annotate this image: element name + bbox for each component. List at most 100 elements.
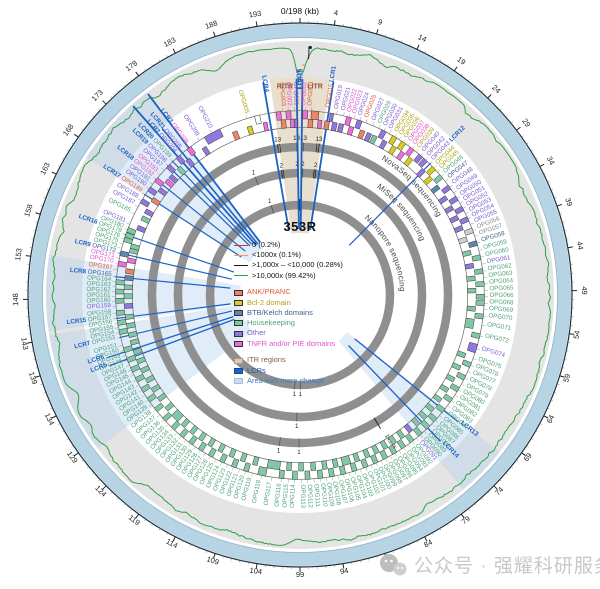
minor-tick bbox=[166, 532, 168, 535]
gene-label-leader bbox=[424, 431, 427, 435]
gene-box bbox=[123, 284, 133, 291]
legend-label: Housekeeping bbox=[247, 318, 295, 328]
gene-label: OPG069 bbox=[489, 305, 514, 314]
gene-box bbox=[417, 410, 428, 421]
gene-label-leader bbox=[193, 447, 196, 450]
ring-annotation-label: 1 bbox=[277, 448, 281, 455]
gene-label-leader bbox=[119, 242, 123, 244]
major-tick bbox=[102, 100, 107, 105]
gene-label-leader bbox=[238, 469, 240, 473]
minor-tick bbox=[554, 196, 557, 199]
gene-box bbox=[171, 409, 184, 422]
gene-box bbox=[132, 347, 143, 356]
minor-tick bbox=[505, 472, 508, 475]
major-tick bbox=[556, 203, 562, 207]
minor-tick bbox=[499, 479, 502, 482]
gene-box bbox=[188, 424, 199, 436]
gene-box bbox=[340, 455, 352, 467]
gene-box bbox=[474, 268, 484, 275]
minor-tick bbox=[123, 84, 126, 87]
gene-label-leader bbox=[161, 419, 165, 423]
gene-label-leader bbox=[251, 473, 253, 477]
minor-tick bbox=[62, 430, 65, 433]
gene-label-leader bbox=[482, 263, 486, 265]
sample-title: 353R bbox=[283, 219, 317, 234]
category-legend-item: Bcl-2 domain bbox=[234, 298, 366, 308]
minor-tick bbox=[556, 383, 560, 385]
coverage-legend: 0 (0.2%) <1000x (0.1%) >1,000x – <10,000 (… bbox=[234, 240, 366, 280]
scale-label: 54 bbox=[572, 330, 582, 340]
gene-box bbox=[129, 338, 140, 346]
major-tick bbox=[255, 563, 258, 569]
gene-label-leader bbox=[461, 384, 465, 387]
major-tick bbox=[453, 66, 458, 72]
gene-box bbox=[449, 383, 460, 393]
minor-tick bbox=[474, 503, 477, 506]
gene-label: OPG156 bbox=[88, 319, 113, 330]
ring-annotation-label: 13 bbox=[300, 135, 307, 142]
minor-tick bbox=[66, 150, 70, 152]
lcr-line bbox=[132, 105, 257, 247]
watermark-text: 公众号 · 强耀科研服务 bbox=[414, 556, 600, 577]
major-tick bbox=[213, 31, 216, 37]
ring-gap-tick bbox=[279, 143, 282, 153]
category-swatch bbox=[234, 330, 243, 337]
minor-tick bbox=[197, 547, 200, 550]
gene-label-leader bbox=[475, 234, 479, 237]
gene-box bbox=[461, 249, 472, 257]
gene-label-leader bbox=[203, 453, 206, 457]
major-tick bbox=[559, 375, 565, 378]
lcr-line bbox=[299, 78, 304, 230]
gene-box bbox=[395, 150, 406, 161]
gene-label: OPG109 bbox=[325, 482, 335, 507]
gene-label: OPG107 bbox=[337, 479, 349, 505]
gene-label-leader bbox=[156, 172, 160, 176]
ring-gap-tick bbox=[315, 143, 318, 153]
area-with-more-change bbox=[338, 332, 500, 490]
major-tick bbox=[35, 375, 41, 378]
lcr-line bbox=[154, 178, 246, 252]
gene-box bbox=[134, 373, 146, 383]
gene-box bbox=[164, 178, 175, 189]
gene-label-leader bbox=[153, 177, 156, 180]
gene-box bbox=[157, 187, 168, 197]
minor-tick bbox=[526, 445, 529, 448]
sequencing-ring-0 bbox=[147, 143, 453, 448]
major-tick bbox=[569, 333, 575, 335]
gene-box bbox=[188, 435, 198, 446]
gene-label-leader bbox=[470, 222, 474, 225]
gene-label-leader bbox=[394, 133, 397, 137]
ring-gap-tick bbox=[282, 169, 285, 179]
gene-label-leader bbox=[124, 360, 128, 362]
gene-label-leader bbox=[468, 217, 472, 219]
region-legend-item: ITR regions bbox=[234, 356, 366, 365]
minor-tick bbox=[92, 472, 95, 475]
major-tick bbox=[135, 71, 140, 77]
gene-label: OPG112 bbox=[306, 484, 314, 508]
gene-box bbox=[464, 317, 475, 329]
scale-label: 109 bbox=[205, 554, 220, 566]
gene-box bbox=[442, 393, 454, 403]
gene-box bbox=[230, 458, 240, 469]
gene-box bbox=[144, 374, 156, 384]
gene-label: OPG003 bbox=[278, 82, 287, 107]
gene-label-leader bbox=[244, 471, 246, 475]
gene-box bbox=[448, 195, 459, 206]
gene-label: OPG072 bbox=[484, 332, 510, 344]
gene-label-leader bbox=[453, 190, 457, 193]
gene-box bbox=[449, 214, 460, 224]
gene-label-leader bbox=[198, 450, 201, 454]
minor-tick bbox=[86, 466, 90, 469]
region-legend-item: LCRs bbox=[234, 366, 366, 376]
gene-label-leader bbox=[133, 379, 137, 382]
major-tick bbox=[487, 94, 492, 99]
major-tick bbox=[333, 20, 336, 26]
gene-label: OPG111 bbox=[312, 484, 321, 508]
legend-label: <1000x (0.1%) bbox=[252, 250, 301, 260]
gene-box bbox=[316, 469, 324, 479]
ring-annotation-tick bbox=[373, 417, 381, 429]
gene-label: OPG005 bbox=[237, 89, 251, 115]
gene-label-leader bbox=[476, 348, 480, 350]
gene-box bbox=[463, 227, 474, 236]
gene-label: OPG062 bbox=[487, 262, 512, 272]
